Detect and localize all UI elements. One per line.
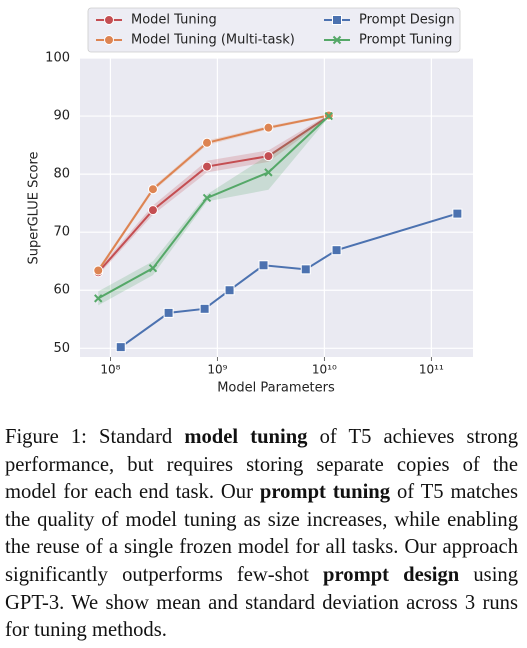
point xyxy=(452,208,463,219)
point xyxy=(147,184,158,195)
point xyxy=(263,122,274,133)
caption-text: using GPT-3. We show mean and standard d… xyxy=(5,563,519,642)
point xyxy=(300,264,311,275)
caption-text: Figure 1: Standard xyxy=(5,426,185,448)
legend-label: Prompt Tuning xyxy=(359,33,452,48)
point xyxy=(163,307,174,318)
legend-box xyxy=(87,7,461,53)
point xyxy=(224,285,235,296)
caption-text: prompt design xyxy=(323,563,460,586)
caption: Figure 1: Standard model tuning of T5 ac… xyxy=(5,424,518,645)
point xyxy=(202,193,212,203)
point xyxy=(93,265,104,276)
y-axis-label: SuperGLUE Score xyxy=(27,151,42,264)
series-line xyxy=(120,212,458,348)
x-tick-label: 10⁹ xyxy=(207,363,227,377)
marks xyxy=(93,110,463,353)
x-axis-label: Model Parameters xyxy=(217,381,335,396)
legend-marker xyxy=(332,15,342,25)
y-tick-label: 60 xyxy=(53,283,70,298)
legend-marker xyxy=(104,35,114,45)
y-tick-label: 100 xyxy=(45,51,70,66)
y-tick-label: 80 xyxy=(53,167,70,182)
point xyxy=(324,111,334,121)
legend-marker xyxy=(332,35,342,45)
legend-label: Prompt Design xyxy=(359,13,455,28)
point xyxy=(147,205,158,216)
grid: 50 60 70 80 90 100 10⁸ 10⁹ 10¹⁰ 10¹¹ xyxy=(45,51,473,377)
point xyxy=(202,137,213,148)
legend: Model Tuning Model Tuning (Multi-task) Pro… xyxy=(87,7,461,53)
point xyxy=(115,342,126,353)
plot-area xyxy=(80,58,473,357)
chart: Model Parameters SuperGLUE Score 50 60 70 8… xyxy=(27,7,473,396)
point xyxy=(148,263,158,273)
legend-marker xyxy=(104,15,114,25)
y-tick-label: 90 xyxy=(53,109,70,124)
point xyxy=(263,151,274,162)
point xyxy=(94,294,103,303)
point xyxy=(331,245,342,256)
legend-label: Model Tuning (Multi-task) xyxy=(131,33,295,48)
x-tick-label: 10⁸ xyxy=(100,363,120,377)
x-tick-label: 10¹⁰ xyxy=(312,363,337,377)
y-tick-label: 50 xyxy=(53,341,70,356)
std-band xyxy=(98,114,329,306)
caption-text: prompt tuning xyxy=(259,481,391,504)
point xyxy=(264,168,273,177)
caption-text: of T5 achieves strong performance, but r… xyxy=(5,426,518,504)
point xyxy=(202,161,213,172)
x-tick-label: 10¹¹ xyxy=(419,363,444,377)
caption-text: of T5 matches the quality of model tunin… xyxy=(5,481,518,586)
legend-label: Model Tuning xyxy=(131,13,217,28)
point xyxy=(258,260,269,271)
point xyxy=(199,303,210,314)
y-tick-label: 70 xyxy=(53,225,70,240)
caption-text: model tuning xyxy=(184,426,308,448)
